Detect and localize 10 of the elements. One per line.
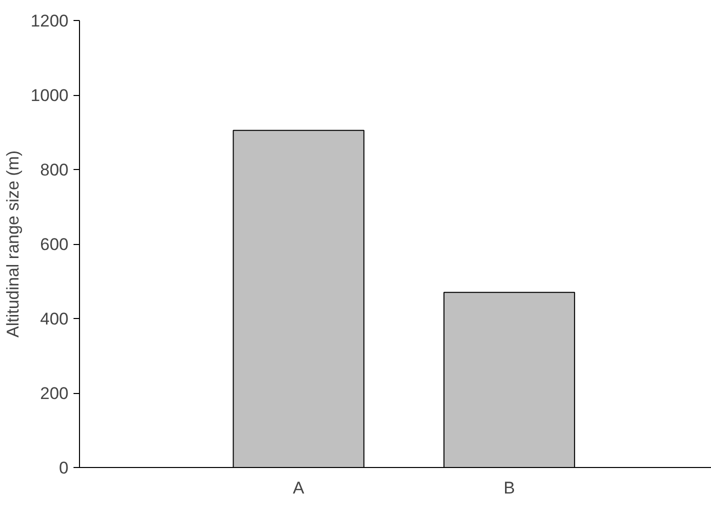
y-tick-label: 1200 (30, 12, 69, 30)
x-tick-label: A (292, 478, 305, 498)
y-tick-label: 1000 (30, 86, 69, 105)
x-tick-label: B (504, 478, 515, 498)
y-tick-label: 0 (59, 458, 69, 478)
y-tick-label: 400 (40, 310, 69, 328)
y-tick-label: 800 (40, 160, 69, 180)
y-tick-label: 200 (40, 384, 69, 403)
y-tick-label: 600 (40, 235, 69, 254)
y-axis-title: Altitudinal range size (m) (4, 150, 23, 338)
